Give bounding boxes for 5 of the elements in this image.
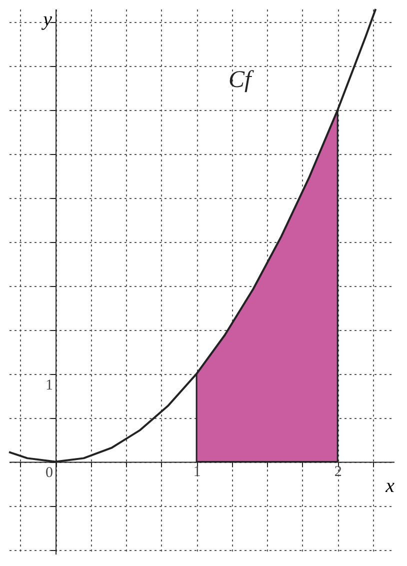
x-axis-title: x [384,475,395,498]
y-tick-label: 0 [46,465,54,482]
annotation: Cf [228,66,254,93]
y-axis-title: y [41,8,52,30]
x-tick-label: 2 [334,464,342,480]
